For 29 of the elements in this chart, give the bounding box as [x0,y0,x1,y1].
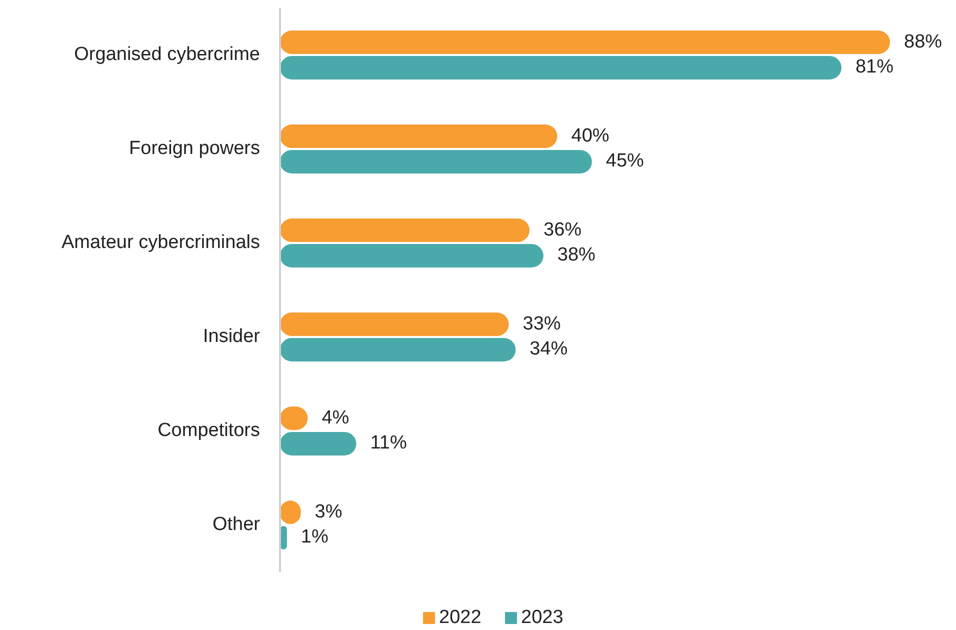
data-label: 4% [322,407,350,428]
legend-label: 2022 [439,607,482,628]
y-tick-label: Other [212,514,261,536]
bar [280,150,592,174]
data-label: 1% [300,526,328,548]
bar [280,218,530,242]
y-tick-label: Competitors [158,420,260,442]
data-label: 3% [314,501,342,522]
data-label: 38% [557,244,596,266]
bar [280,30,890,54]
bar [280,432,356,456]
data-label: 45% [606,150,644,172]
bar [280,244,544,268]
bar [280,124,558,148]
bar [280,56,842,80]
data-label: 36% [544,219,582,240]
y-tick-label: Insider [202,326,261,348]
data-label: 81% [855,56,894,78]
data-label: 88% [904,31,942,52]
data-label: 11% [370,432,407,454]
data-label: 34% [530,338,568,360]
y-tick-label: Amateur cybercriminals [62,232,260,254]
y-tick-label: Organised cybercrime [74,44,260,66]
legend-label: 2023 [521,607,564,628]
data-label: 40% [571,125,610,146]
data-label: 33% [522,313,561,334]
y-tick-label: Foreign powers [129,138,260,160]
bar [280,338,516,362]
bar [280,312,509,336]
